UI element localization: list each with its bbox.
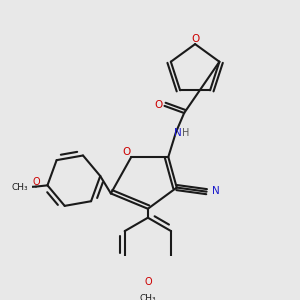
Text: O: O: [144, 277, 152, 286]
Text: N: N: [174, 128, 182, 139]
Text: N: N: [212, 186, 219, 196]
Text: CH₃: CH₃: [140, 294, 156, 300]
Text: O: O: [155, 100, 163, 110]
Text: O: O: [191, 34, 200, 44]
Text: CH₃: CH₃: [11, 183, 28, 192]
Text: H: H: [182, 128, 190, 139]
Text: O: O: [122, 147, 130, 157]
Text: O: O: [32, 177, 40, 187]
